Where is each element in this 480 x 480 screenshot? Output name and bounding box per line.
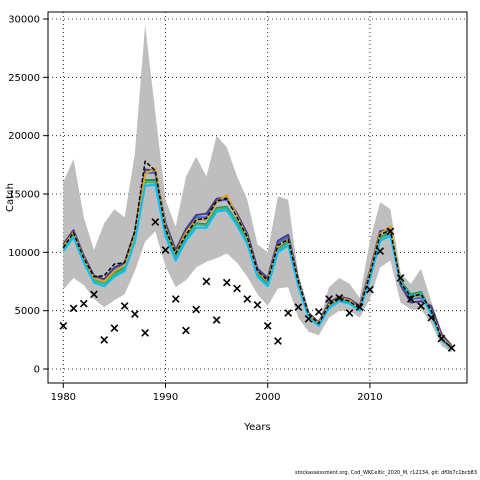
observed-point	[263, 321, 272, 330]
observed-point	[131, 310, 139, 319]
y-tick-label: 0	[34, 365, 40, 376]
axes: 1980 1990 2000 2010 0 5000 10000 15000 20000 2500…	[8, 15, 382, 404]
x-tick-label: 1990	[153, 392, 178, 403]
observed-point	[171, 295, 180, 303]
observed-point	[314, 307, 323, 316]
series-line-7	[62, 160, 453, 349]
observed-point	[386, 227, 395, 236]
observed-point	[253, 300, 262, 309]
observed-point	[222, 278, 231, 287]
observed-point	[69, 304, 78, 313]
observed-point	[182, 326, 190, 335]
x-tick-label: 1980	[51, 392, 76, 403]
observed-point	[243, 295, 252, 303]
observed-point	[366, 285, 374, 294]
observed-point	[396, 274, 405, 282]
plot-frame	[47, 11, 468, 384]
observed-point	[161, 246, 170, 254]
observed-point	[345, 309, 354, 317]
x-tick-label: 2000	[255, 392, 280, 403]
grid-lines	[48, 12, 467, 383]
y-tick-label: 30000	[8, 15, 40, 26]
y-axis-title: Catch	[5, 183, 16, 212]
y-tick-label: 25000	[8, 73, 40, 84]
observed-point	[192, 305, 201, 314]
observed-point	[376, 247, 384, 256]
footer-source-text: stockassessment.org, Cod_WKCeltic_2020_M…	[294, 470, 477, 476]
y-tick-label: 20000	[8, 131, 40, 142]
series-line-6	[62, 183, 453, 350]
observed-point	[304, 314, 313, 323]
y-tick-label: 10000	[8, 248, 40, 259]
observed-point	[447, 344, 456, 352]
observed-point	[325, 295, 333, 303]
x-axis-title: Years	[243, 422, 270, 433]
observed-point	[427, 313, 436, 322]
observed-point	[120, 302, 129, 310]
observed-point	[417, 302, 425, 310]
observed-point	[141, 328, 149, 337]
observed-point	[335, 293, 344, 302]
observed-catch-markers	[59, 218, 456, 352]
observed-point	[437, 334, 446, 343]
observed-point	[355, 303, 364, 312]
observed-point	[284, 309, 293, 317]
observed-point	[90, 290, 98, 299]
observed-point	[294, 303, 303, 312]
observed-point	[110, 324, 119, 333]
observed-point	[79, 299, 88, 308]
x-tick-label: 2010	[357, 392, 382, 403]
observed-point	[406, 295, 415, 303]
observed-point	[100, 335, 109, 344]
observed-point	[212, 316, 221, 324]
observed-point	[202, 277, 211, 286]
observed-point	[59, 321, 68, 330]
observed-point	[233, 284, 241, 293]
observed-point	[274, 337, 282, 345]
y-tick-label: 15000	[8, 190, 40, 201]
observed-point	[151, 218, 160, 226]
y-tick-label: 5000	[15, 306, 40, 317]
